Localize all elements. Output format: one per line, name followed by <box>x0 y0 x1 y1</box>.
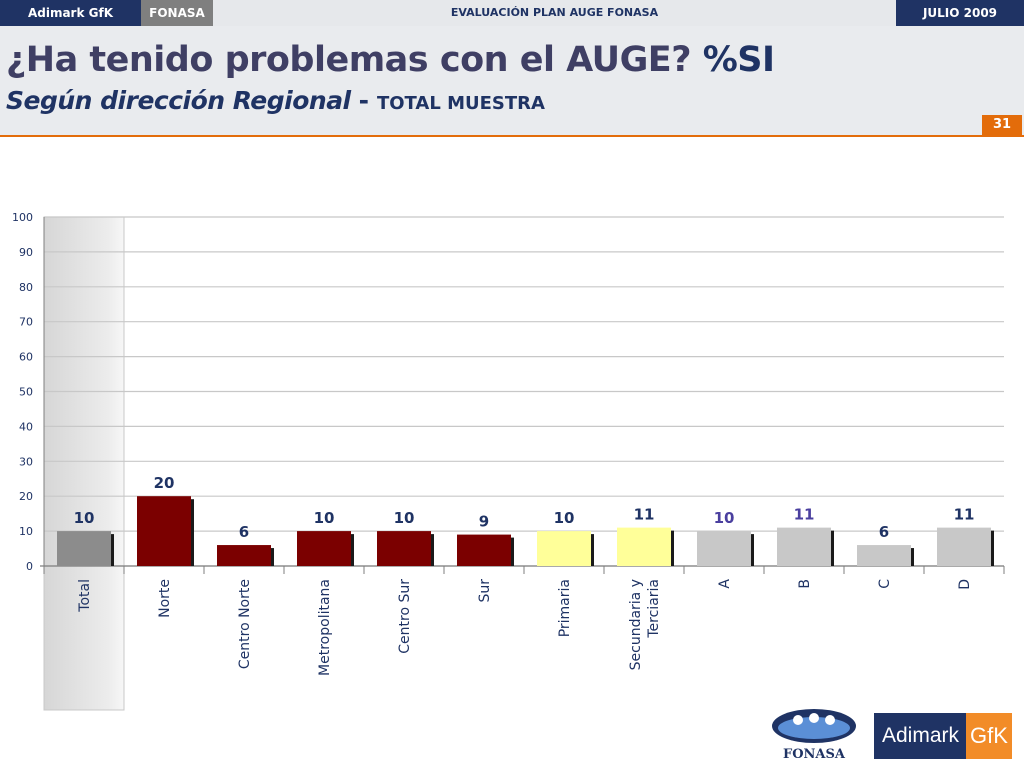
report-date: JULIO 2009 <box>896 0 1024 26</box>
y-tick-label: 50 <box>19 386 33 399</box>
x-tick-label: Primaria <box>557 579 573 637</box>
slide-header <box>0 26 1024 135</box>
bar-c <box>857 545 911 566</box>
x-tick-label: D <box>957 579 973 590</box>
y-tick-label: 40 <box>19 420 33 433</box>
x-tick-label: B <box>797 579 813 589</box>
x-tick-label: Norte <box>157 579 173 618</box>
data-label: 11 <box>634 506 655 524</box>
y-tick-label: 0 <box>26 560 33 573</box>
subtitle-rest: TOTAL MUESTRA <box>376 93 545 114</box>
bar-d <box>937 527 991 566</box>
page-number: 31 <box>982 115 1022 135</box>
fonasa-logo: FONASA <box>772 709 856 762</box>
slide-title-accent: %SI <box>702 40 775 80</box>
bar-centro-sur <box>377 531 431 566</box>
fonasa-figure-icon <box>793 715 803 725</box>
bar-total <box>57 531 111 566</box>
data-label: 10 <box>74 509 95 527</box>
y-tick-label: 80 <box>19 281 33 294</box>
slide-title: ¿Ha tenido problemas con el AUGE? %SI <box>6 40 775 80</box>
x-tick-label: Centro Sur <box>397 579 413 654</box>
adimark-gfk-logo: Adimark GfK <box>874 713 1012 759</box>
bar-sur <box>457 534 511 566</box>
data-label: 10 <box>554 509 575 527</box>
y-tick-label: 10 <box>19 525 33 538</box>
bar-b <box>777 527 831 566</box>
brand-tab-fonasa: FONASA <box>141 0 213 26</box>
bar-secundaria-y-terciaria <box>617 527 671 566</box>
total-highlight-column <box>43 216 125 711</box>
fonasa-logo-text: FONASA <box>783 747 846 762</box>
y-tick-label: 30 <box>19 455 33 468</box>
gfk-logo-text: GfK <box>966 713 1012 759</box>
x-tick-label: Total <box>77 579 93 613</box>
y-tick-label: 20 <box>19 490 33 503</box>
slide-title-main: ¿Ha tenido problemas con el AUGE? <box>6 40 692 80</box>
y-tick-label: 70 <box>19 316 33 329</box>
report-title: EVALUACIÓN PLAN AUGE FONASA <box>213 0 896 26</box>
x-tick-label: Sur <box>477 579 493 603</box>
x-tick-label: C <box>877 579 893 589</box>
x-tick-label: A <box>717 579 733 589</box>
data-label: 6 <box>239 523 249 541</box>
x-tick-label: Metropolitana <box>317 579 333 676</box>
brand-tab-adimark: Adimark GfK <box>0 0 141 26</box>
subtitle-separator: - <box>358 86 369 115</box>
bar-norte <box>137 496 191 566</box>
bar-a <box>697 531 751 566</box>
x-tick-label: Centro Norte <box>237 579 253 669</box>
adimark-logo-text: Adimark <box>882 724 960 747</box>
data-label: 10 <box>314 509 335 527</box>
bar-centro-norte <box>217 545 271 566</box>
x-tick-label: Terciaria <box>646 579 662 639</box>
bar-chart: 0 10 20 30 40 50 60 70 80 90 100 10 20 6 10 10 9 10 11 10 11… <box>12 211 1005 711</box>
subtitle-italic: Según dirección Regional <box>6 86 351 115</box>
data-label: 11 <box>794 506 815 524</box>
header-divider <box>0 135 1024 137</box>
fonasa-figure-icon <box>825 715 835 725</box>
slide-subtitle: Según dirección Regional - TOTAL MUESTRA <box>6 86 545 115</box>
data-label: 9 <box>479 513 489 531</box>
y-tick-label: 60 <box>19 351 33 364</box>
fonasa-figure-icon <box>809 713 819 723</box>
bar-primaria <box>537 531 591 566</box>
data-label: 10 <box>714 509 735 527</box>
bar-metropolitana <box>297 531 351 566</box>
data-label: 10 <box>394 509 415 527</box>
data-label: 11 <box>954 506 975 524</box>
data-label: 6 <box>879 523 889 541</box>
x-tick-label: Secundaria y <box>628 579 644 670</box>
y-tick-label: 100 <box>12 211 33 224</box>
data-label: 20 <box>154 474 175 492</box>
top-bar: Adimark GfK FONASA EVALUACIÓN PLAN AUGE … <box>0 0 1024 26</box>
y-tick-label: 90 <box>19 246 33 259</box>
